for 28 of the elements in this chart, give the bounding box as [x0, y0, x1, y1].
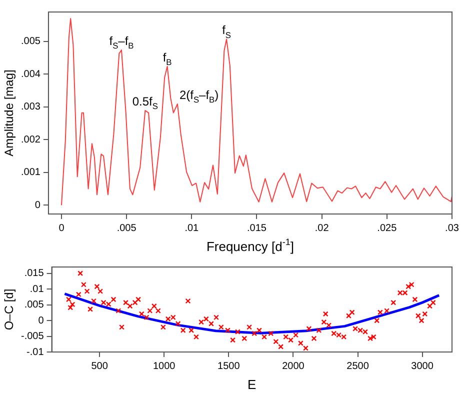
y-axis-title: O–C [d] [2, 288, 16, 330]
x-tick-label: 0 [58, 222, 65, 234]
x-tick-label: .02 [314, 222, 330, 234]
y-tick-label: .015 [24, 268, 44, 280]
y-tick-label: .001 [20, 167, 41, 178]
y-tick-label: 0 [34, 200, 41, 211]
x-tick-label: 500 [91, 360, 108, 372]
y-tick-label: .005 [20, 36, 41, 48]
x-tick-label: .015 [247, 222, 267, 234]
y-tick-label: .003 [20, 102, 41, 113]
x-tick-label: 1000 [152, 360, 176, 372]
x-tick-label: 3000 [411, 360, 434, 372]
y-tick-label: .002 [20, 134, 41, 146]
y-tick-label: -.005 [20, 331, 44, 342]
y-axis-title: Amplitude [mag] [2, 70, 16, 156]
x-tick-label: .01 [184, 222, 200, 234]
x-tick-label: .005 [116, 222, 137, 234]
y-tick-label: -.01 [26, 346, 44, 358]
x-tick-label: 2000 [282, 360, 305, 372]
x-tick-label: .03 [445, 222, 460, 234]
y-tick-label: .004 [20, 68, 41, 80]
x-tick-label: 1500 [218, 360, 240, 372]
x-axis-title: E [248, 377, 257, 392]
y-tick-label: .01 [30, 284, 44, 295]
y-tick-label: .005 [24, 300, 44, 311]
y-tick-label: 0 [38, 315, 44, 326]
x-tick-label: 2500 [346, 360, 370, 372]
x-tick-label: .025 [377, 222, 398, 234]
